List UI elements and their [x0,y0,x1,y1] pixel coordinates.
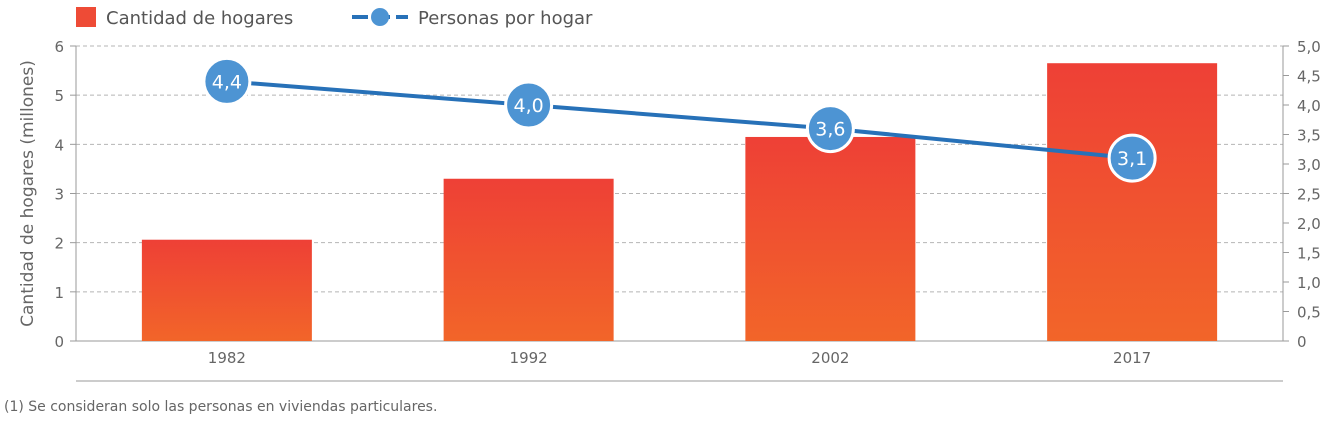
legend-label-bars: Cantidad de hogares [106,8,293,29]
gridlines [76,45,1283,293]
line-point [504,80,554,130]
bar-series [141,63,1218,341]
y-tick-label-right: 4,5 [1297,68,1321,86]
y-tick-label-right: 1,0 [1297,274,1321,292]
y-tick-label-left: 6 [54,38,64,56]
x-tick-label: 2017 [1113,349,1151,367]
y-tick-label-right: 1,5 [1297,245,1321,263]
legend-swatch-bars [76,7,96,27]
x-tick-label: 1982 [208,349,246,367]
y-tick-label-left: 4 [54,136,64,154]
line-series: 4,4 4,0 3,6 3,1 [202,56,1157,183]
bar [141,239,312,341]
y-tick-label-left: 0 [54,333,64,351]
y-tick-label-left: 1 [54,284,64,302]
y-tick-label-right: 3,0 [1297,156,1321,174]
line-point-label: 4,0 [514,95,544,117]
y-tick-label-right: 2,0 [1297,215,1321,233]
y-tick-label-right: 4,0 [1297,97,1321,115]
y-tick-label-right: 0,5 [1297,304,1321,322]
y-tick-label-right: 0 [1297,333,1307,351]
bar [745,136,916,341]
legend-marker-line [371,8,389,26]
y-tick-label-left: 3 [54,186,64,204]
bar [443,178,614,341]
series-line [226,79,1133,161]
line-point [1107,133,1157,183]
x-tick-label: 2002 [811,349,849,367]
line-point [805,104,855,154]
line-point [202,56,252,106]
line-point-label: 3,1 [1117,148,1147,170]
line-point-label: 4,4 [212,71,242,93]
legend: Cantidad de hogares Personas por hogar [76,7,593,29]
y-tick-label-right: 3,5 [1297,127,1321,145]
footnote: (1) Se consideran solo las personas en v… [4,399,438,415]
axes: 0 1 2 3 4 5 6 0 0,5 1,0 1,5 2,0 2,5 3,0 3,5 4,0 4,5 5,0 Ca… [18,38,1321,382]
y-tick-label-right: 5,0 [1297,38,1321,56]
x-tick-label: 1992 [510,349,548,367]
bar [1047,63,1218,341]
y-tick-label-left: 5 [54,87,64,105]
y-axis-title: Cantidad de hogares (millones) [18,60,38,327]
legend-label-line: Personas por hogar [418,8,593,29]
line-point-label: 3,6 [815,119,845,141]
y-tick-label-left: 2 [54,235,64,253]
y-tick-label-right: 2,5 [1297,186,1321,204]
